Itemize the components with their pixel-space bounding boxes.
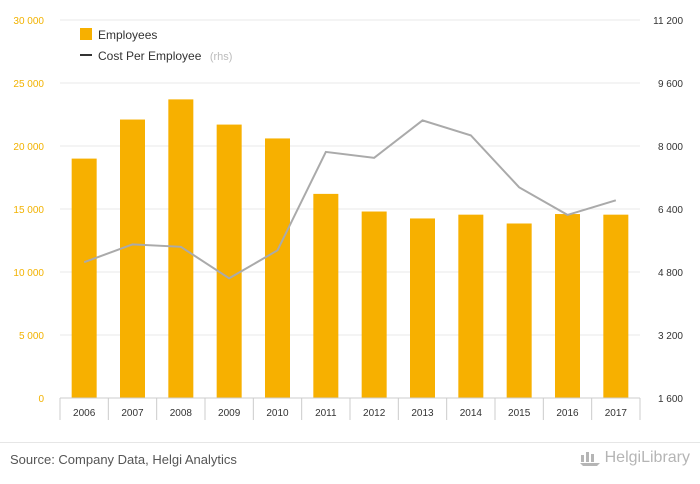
x-tick-label: 2012	[363, 408, 386, 419]
left-tick-label: 0	[38, 394, 44, 405]
x-tick-label: 2014	[460, 408, 483, 419]
right-tick-label: 1 600	[658, 394, 683, 405]
x-tick-label: 2007	[121, 408, 144, 419]
x-tick-label: 2006	[73, 408, 96, 419]
left-tick-label: 5 000	[19, 331, 44, 342]
x-tick-label: 2008	[170, 408, 193, 419]
bar-2013	[410, 218, 435, 398]
left-tick-label: 30 000	[13, 16, 44, 27]
x-tick-label: 2009	[218, 408, 241, 419]
x-tick-label: 2010	[266, 408, 289, 419]
legend-label-employees: Employees	[98, 28, 157, 42]
bar-2009	[216, 124, 242, 398]
right-tick-label: 6 400	[658, 205, 683, 216]
x-tick-label: 2011	[315, 408, 337, 419]
line-series-cost-per-employee	[83, 119, 617, 280]
right-tick-label: 4 800	[658, 268, 683, 279]
right-tick-label: 11 200	[653, 16, 683, 27]
gridlines	[60, 19, 640, 336]
legend-swatch-employees	[80, 28, 92, 40]
bar-2010	[265, 138, 290, 398]
x-tick-label: 2015	[508, 408, 531, 419]
brand-name: HelgiLibrary	[604, 449, 690, 466]
footer: Source: Company Data, Helgi Analytics He…	[0, 442, 700, 484]
left-tick-label: 10 000	[13, 268, 44, 279]
x-tick-label: 2016	[556, 408, 579, 419]
bar-2014	[458, 214, 484, 398]
bar-2006	[71, 158, 97, 398]
bar-2012	[361, 211, 387, 398]
bar-series-employees	[71, 99, 629, 398]
right-tick-label: 8 000	[658, 142, 683, 153]
bar-2015	[506, 223, 532, 398]
x-tick-label: 2013	[411, 408, 434, 419]
source-text: Source: Company Data, Helgi Analytics	[10, 452, 237, 467]
bar-2011	[313, 193, 339, 398]
left-tick-label: 15 000	[13, 205, 44, 216]
legend-label-cost-per-employee: Cost Per Employee	[98, 49, 202, 63]
left-tick-label: 25 000	[13, 79, 44, 90]
bar-2017	[603, 214, 629, 398]
brand[interactable]: HelgiLibrary	[579, 449, 690, 467]
right-tick-label: 3 200	[658, 331, 683, 342]
bar-2016	[555, 214, 580, 398]
right-tick-label: 9 600	[658, 79, 683, 90]
combo-chart: 2006 2007 2008 2009 2010 2011 2012 2013 2014 2015…	[13, 16, 683, 420]
ship-logo-icon	[579, 452, 600, 466]
bar-2008	[168, 99, 194, 398]
left-axis-ticks: 0 5 000 10 000 15 000 20 000 25 000 30 000	[13, 16, 44, 405]
right-axis-ticks: 1 600 3 200 4 800 6 400 8 000 9 600 11 200	[653, 16, 683, 405]
left-tick-label: 20 000	[13, 142, 44, 153]
x-tick-label: 2017	[605, 408, 628, 419]
legend-line-text: Cost Per Employee (rhs)	[98, 47, 232, 64]
bar-2007	[120, 119, 145, 398]
legend: Employees Cost Per Employee (rhs)	[80, 28, 232, 64]
legend-note-rhs: (rhs)	[210, 51, 233, 63]
x-axis-ticks: 2006 2007 2008 2009 2010 2011 2012 2013 2014 2015…	[59, 398, 641, 420]
